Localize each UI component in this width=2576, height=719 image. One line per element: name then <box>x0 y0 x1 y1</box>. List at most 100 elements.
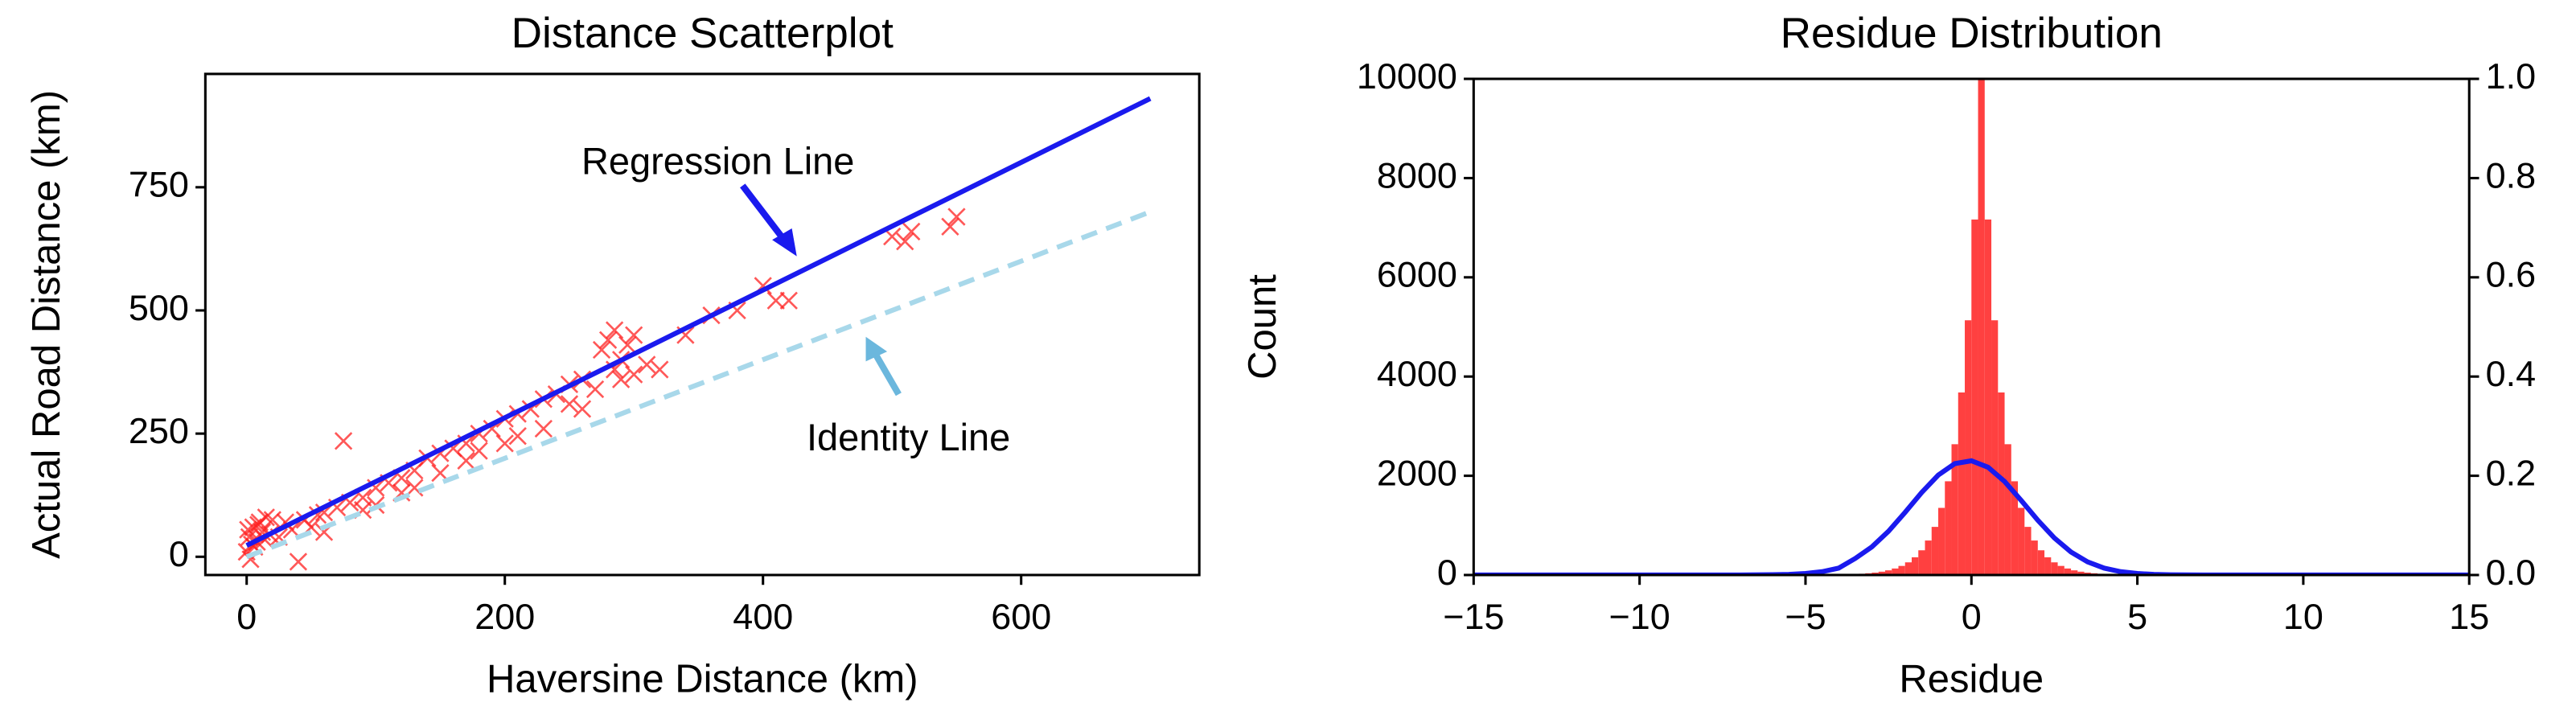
x-tick-label: 0 <box>236 596 257 637</box>
hist-bar <box>1918 550 1925 575</box>
hist-bar <box>1931 527 1939 575</box>
hist-bar <box>1938 507 1945 575</box>
scatter-point <box>457 451 475 470</box>
hist-bar <box>2044 557 2052 575</box>
y-tick-label: 0 <box>169 533 189 574</box>
hist-bar <box>2064 568 2072 575</box>
hist-bar <box>1958 392 1966 575</box>
hist-bar <box>1878 571 1885 575</box>
scatter-point <box>289 553 308 571</box>
y2-tick-label: 0.6 <box>2486 254 2536 295</box>
x-tick-label: 400 <box>733 596 793 637</box>
density-curve <box>1473 458 2470 575</box>
x-tick-label: 15 <box>2449 596 2489 637</box>
hist-bar <box>1912 557 1919 575</box>
y2-tick-label: 0.2 <box>2486 452 2536 493</box>
axes-frame <box>1472 77 2471 577</box>
hist-bar <box>2051 562 2058 575</box>
y-tick-label: 2000 <box>1377 452 1457 493</box>
scatter-point <box>334 432 353 450</box>
scatter-point <box>941 217 959 236</box>
hist-bar <box>2077 571 2085 575</box>
hist-bar <box>1991 320 1999 575</box>
y-tick-label: 500 <box>129 287 189 328</box>
hist-bar <box>1971 219 1978 575</box>
y-tick-label: 250 <box>129 410 189 451</box>
y-tick-label: 4000 <box>1377 353 1457 394</box>
hist-bar <box>2024 527 2032 575</box>
scatter-point <box>495 434 514 453</box>
scatter-point <box>249 516 268 534</box>
hist-bar <box>2011 481 2019 575</box>
hist-bar <box>1978 79 1985 575</box>
plot-area <box>237 96 1152 571</box>
hist-bar <box>1884 570 1892 575</box>
reference-line <box>245 209 1152 560</box>
hist-bar <box>2071 570 2078 575</box>
y-tick-label: 750 <box>129 164 189 205</box>
annotation: Regression Line <box>581 140 854 183</box>
hist-bar <box>2031 540 2038 575</box>
plot-area <box>1473 79 2470 575</box>
y-tick-label: 0 <box>1437 552 1457 593</box>
scatter-point <box>560 395 579 413</box>
scatter-point <box>534 419 553 438</box>
y-tick-label: 6000 <box>1377 254 1457 295</box>
y-axis-label: Count <box>1241 274 1284 380</box>
chart-title: Distance Scatterplot <box>512 10 894 57</box>
scatter-point <box>611 370 631 388</box>
hist-bar <box>1945 481 1952 575</box>
scatter-point <box>239 520 257 539</box>
arrow-head <box>772 228 797 257</box>
y2-tick-label: 0.0 <box>2486 552 2536 593</box>
y2-tick-label: 0.4 <box>2486 353 2536 394</box>
x-axis-label: Residue <box>1899 658 2044 701</box>
hist-bar <box>1925 540 1932 575</box>
hist-bar <box>2004 444 2011 575</box>
hist-bar <box>2037 550 2045 575</box>
arrow <box>740 183 788 244</box>
scatter-point <box>573 400 592 418</box>
x-tick-label: −15 <box>1443 596 1504 637</box>
arrow <box>871 350 902 396</box>
hist-bar <box>1984 219 1992 575</box>
chart-title: Residue Distribution <box>1781 10 2163 57</box>
x-tick-label: −10 <box>1609 596 1670 637</box>
scatter-point <box>592 340 611 360</box>
scatter-point <box>625 365 643 384</box>
scatter-point <box>605 321 624 339</box>
scatter-point <box>766 291 785 310</box>
arrow-head <box>865 336 888 362</box>
y2-tick-label: 1.0 <box>2486 55 2536 97</box>
scatter-point <box>598 331 618 349</box>
y-axis-label: Actual Road Distance (km) <box>25 90 68 559</box>
annotation: Identity Line <box>807 416 1010 458</box>
scatter-point <box>651 360 669 379</box>
hist-bar <box>1904 562 1912 575</box>
scatter-point <box>638 355 656 374</box>
x-tick-label: 600 <box>991 596 1051 637</box>
hist-bar <box>1898 565 1905 575</box>
scatter-point <box>585 380 605 399</box>
scatter-point <box>896 232 914 251</box>
scatter-point <box>625 326 643 344</box>
hist-bar <box>1998 392 2005 575</box>
x-tick-label: 5 <box>2127 596 2147 637</box>
x-axis-label: Haversine Distance (km) <box>487 658 918 701</box>
hist-bar <box>1892 568 1899 575</box>
y-tick-label: 8000 <box>1377 154 1457 195</box>
hist-bar <box>1965 320 1972 575</box>
hist-bar <box>1951 444 1958 575</box>
x-tick-label: 0 <box>1962 596 1982 637</box>
hist-bar <box>2057 565 2064 575</box>
reference-line <box>245 96 1152 548</box>
hist-bar <box>2018 507 2025 575</box>
scatter-point <box>470 442 488 460</box>
x-tick-label: 200 <box>475 596 535 637</box>
scatter-point <box>902 222 921 241</box>
scatter-point <box>405 479 424 497</box>
scatter-point <box>508 427 527 446</box>
y2-tick-label: 0.8 <box>2486 154 2536 195</box>
y-tick-label: 10000 <box>1357 55 1457 97</box>
